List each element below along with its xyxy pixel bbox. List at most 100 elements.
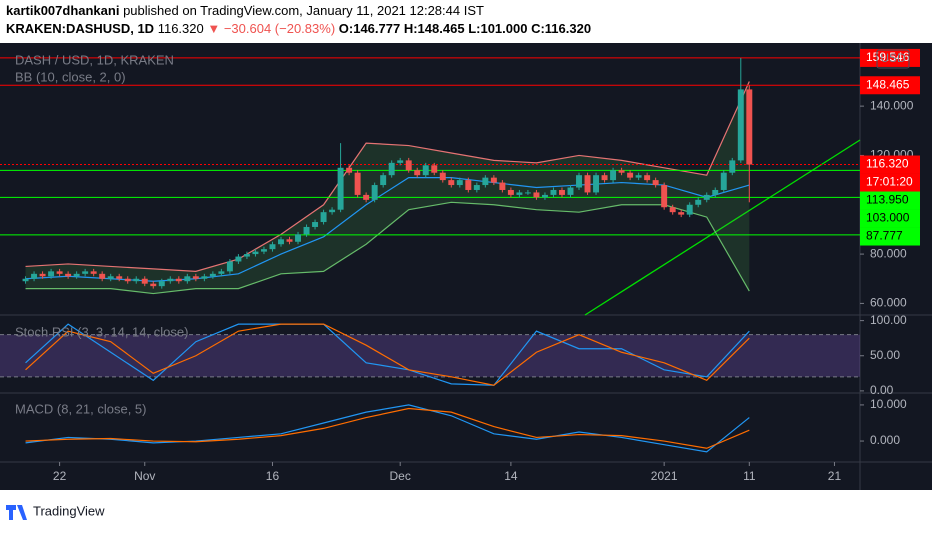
candle-body bbox=[380, 175, 387, 186]
y-tick-label: 140.000 bbox=[870, 98, 914, 112]
candle-body bbox=[22, 278, 29, 282]
candle-body bbox=[184, 276, 191, 282]
candle-body bbox=[644, 175, 651, 181]
candle-body bbox=[99, 273, 106, 279]
candle-body bbox=[746, 89, 753, 165]
candle-body bbox=[593, 175, 600, 193]
candle-body bbox=[346, 167, 353, 173]
candle-body bbox=[524, 192, 531, 194]
candle-body bbox=[465, 180, 472, 190]
candle-body bbox=[635, 175, 642, 178]
candle-body bbox=[703, 194, 710, 200]
candle-body bbox=[209, 273, 216, 277]
signal-line bbox=[25, 407, 750, 449]
stoch-k bbox=[25, 323, 750, 386]
candle-body bbox=[388, 162, 395, 176]
candle-body bbox=[167, 278, 174, 282]
candle-body bbox=[584, 175, 591, 193]
last: 116.320 bbox=[158, 21, 204, 36]
change: ▼ −30.604 (−20.83%) bbox=[207, 21, 335, 36]
header-line-2: KRAKEN:DASHUSD, 1D 116.320 ▼ −30.604 (−2… bbox=[6, 21, 591, 36]
candle-body bbox=[397, 160, 404, 163]
level-label: 148.465 bbox=[866, 77, 910, 91]
candle-body bbox=[175, 278, 182, 282]
level-label: 116.320 bbox=[866, 157, 909, 171]
candle-body bbox=[269, 244, 276, 250]
countdown-badge bbox=[860, 173, 920, 192]
candle-body bbox=[652, 180, 659, 186]
y-tick-label: 10.000 bbox=[870, 397, 907, 411]
level-badge bbox=[860, 155, 920, 174]
candle-body bbox=[295, 234, 301, 242]
level-badge bbox=[860, 76, 920, 95]
x-tick-label: 11 bbox=[743, 469, 756, 483]
candle-body bbox=[576, 175, 582, 188]
candle-body bbox=[39, 273, 46, 277]
candle-body bbox=[737, 89, 744, 161]
candle-body bbox=[661, 185, 668, 208]
candle-body bbox=[720, 172, 727, 190]
x-tick-label: 16 bbox=[266, 469, 280, 483]
candle-body bbox=[243, 254, 250, 257]
high: H:148.465 bbox=[404, 21, 465, 36]
x-tick-label: 14 bbox=[504, 469, 518, 483]
open: O:146.777 bbox=[339, 21, 400, 36]
candle-body bbox=[473, 185, 480, 190]
candle-body bbox=[712, 189, 719, 195]
candle-body bbox=[456, 180, 463, 186]
x-tick-label: 22 bbox=[53, 469, 67, 483]
level-label: 87.777 bbox=[866, 229, 903, 243]
trend-line bbox=[584, 139, 861, 316]
candle-body bbox=[354, 172, 361, 195]
currency: USD bbox=[880, 51, 906, 65]
candle-body bbox=[729, 160, 736, 173]
candle-body bbox=[65, 273, 72, 277]
candle-body bbox=[124, 278, 131, 282]
candle-body bbox=[507, 189, 514, 195]
bb-title: BB (10, close, 2, 0) bbox=[15, 69, 126, 84]
candle-body bbox=[286, 239, 293, 242]
level-badge bbox=[860, 227, 920, 246]
candle-body bbox=[141, 278, 148, 284]
candle-body bbox=[218, 271, 225, 274]
y-tick-label: 50.00 bbox=[870, 348, 900, 362]
brand: TradingView bbox=[33, 503, 105, 518]
stoch-title: Stoch RSI (3, 3, 14, 14, close) bbox=[15, 324, 188, 339]
candle-body bbox=[192, 276, 199, 279]
low: L:101.000 bbox=[468, 21, 527, 36]
candle-body bbox=[490, 177, 497, 183]
candle-body bbox=[448, 180, 455, 186]
chart-title: DASH / USD, 1D, KRAKEN bbox=[15, 52, 174, 67]
candle-body bbox=[567, 187, 574, 195]
bb-fill bbox=[25, 81, 750, 294]
candle-body bbox=[405, 160, 412, 171]
level-label: 103.000 bbox=[866, 211, 910, 225]
candle-body bbox=[678, 212, 685, 215]
candle-body bbox=[303, 226, 310, 235]
candle-body bbox=[158, 281, 165, 287]
countdown: 17:01:20 bbox=[866, 175, 913, 189]
candle-body bbox=[31, 273, 38, 279]
header-line-1: kartik007dhankani published on TradingVi… bbox=[6, 3, 484, 18]
candle-body bbox=[541, 194, 548, 198]
candle-body bbox=[499, 182, 506, 190]
chart-layer: 140.000120.000100.00080.00060.00022Nov16… bbox=[0, 48, 920, 483]
candle-body bbox=[329, 209, 336, 213]
candle-body bbox=[150, 283, 157, 287]
candle-body bbox=[337, 167, 344, 210]
candle-body bbox=[686, 204, 693, 215]
y-tick-label: 0.00 bbox=[870, 383, 894, 397]
y-tick-label: 80.000 bbox=[870, 246, 907, 260]
candle-body bbox=[226, 261, 233, 272]
candle-body bbox=[559, 189, 565, 195]
currency-box bbox=[876, 49, 910, 69]
candle-body bbox=[73, 273, 80, 277]
candle-body bbox=[439, 172, 446, 181]
logo bbox=[6, 505, 27, 520]
candle-body bbox=[56, 271, 63, 274]
candle-body bbox=[482, 177, 489, 186]
candle-body bbox=[320, 212, 327, 223]
candle-body bbox=[235, 256, 242, 262]
stoch-d bbox=[25, 323, 750, 386]
